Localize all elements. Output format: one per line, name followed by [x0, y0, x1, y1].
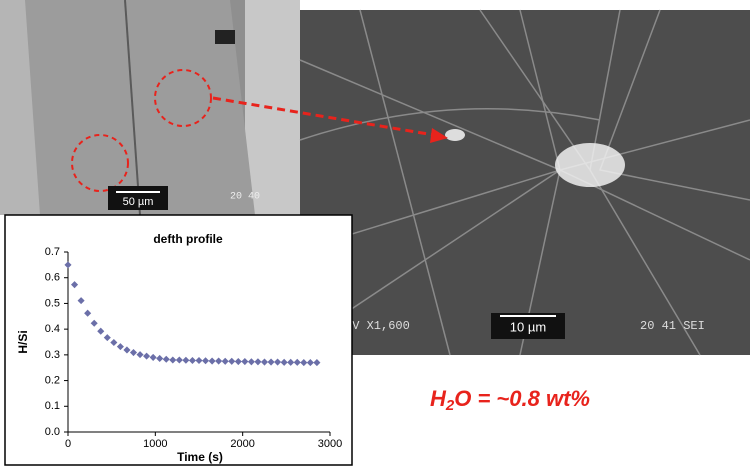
- scale-bar-label: 10 µm: [510, 319, 546, 334]
- x-tick-label: 1000: [143, 438, 167, 450]
- sem-info: kV X1,600: [345, 319, 410, 333]
- figure: 50 µm 20 40 kV X1,600 10 µm 20 41 SEI de…: [0, 0, 750, 468]
- y-tick-label: 0.4: [45, 323, 60, 335]
- y-axis-label: H/Si: [16, 330, 30, 353]
- x-tick-label: 0: [65, 438, 71, 450]
- sem-info: 20 41 SEI: [640, 319, 705, 333]
- y-tick-label: 0.6: [45, 272, 60, 284]
- sem-image-left: 50 µm 20 40: [0, 0, 300, 215]
- y-tick-label: 0.5: [45, 297, 60, 309]
- sem-info: 20 40: [230, 192, 260, 203]
- y-tick-label: 0.1: [45, 400, 60, 412]
- x-tick-label: 3000: [318, 438, 342, 450]
- x-tick-label: 2000: [230, 438, 254, 450]
- y-tick-label: 0.2: [45, 374, 60, 386]
- scale-bar-label: 50 µm: [123, 196, 154, 208]
- x-axis-label: Time (s): [177, 450, 223, 464]
- y-tick-label: 0.3: [45, 349, 60, 361]
- annotation-text: O = ~0.8 wt%: [454, 386, 590, 411]
- chart-title: defth profile: [153, 232, 223, 246]
- water-content: H2O = ~0.8 wt%: [430, 386, 590, 414]
- annotation-text: H: [430, 386, 447, 411]
- sem-image-right: kV X1,600 10 µm 20 41 SEI: [300, 10, 750, 355]
- y-tick-label: 0.0: [45, 426, 60, 438]
- y-tick-label: 0.7: [45, 246, 60, 258]
